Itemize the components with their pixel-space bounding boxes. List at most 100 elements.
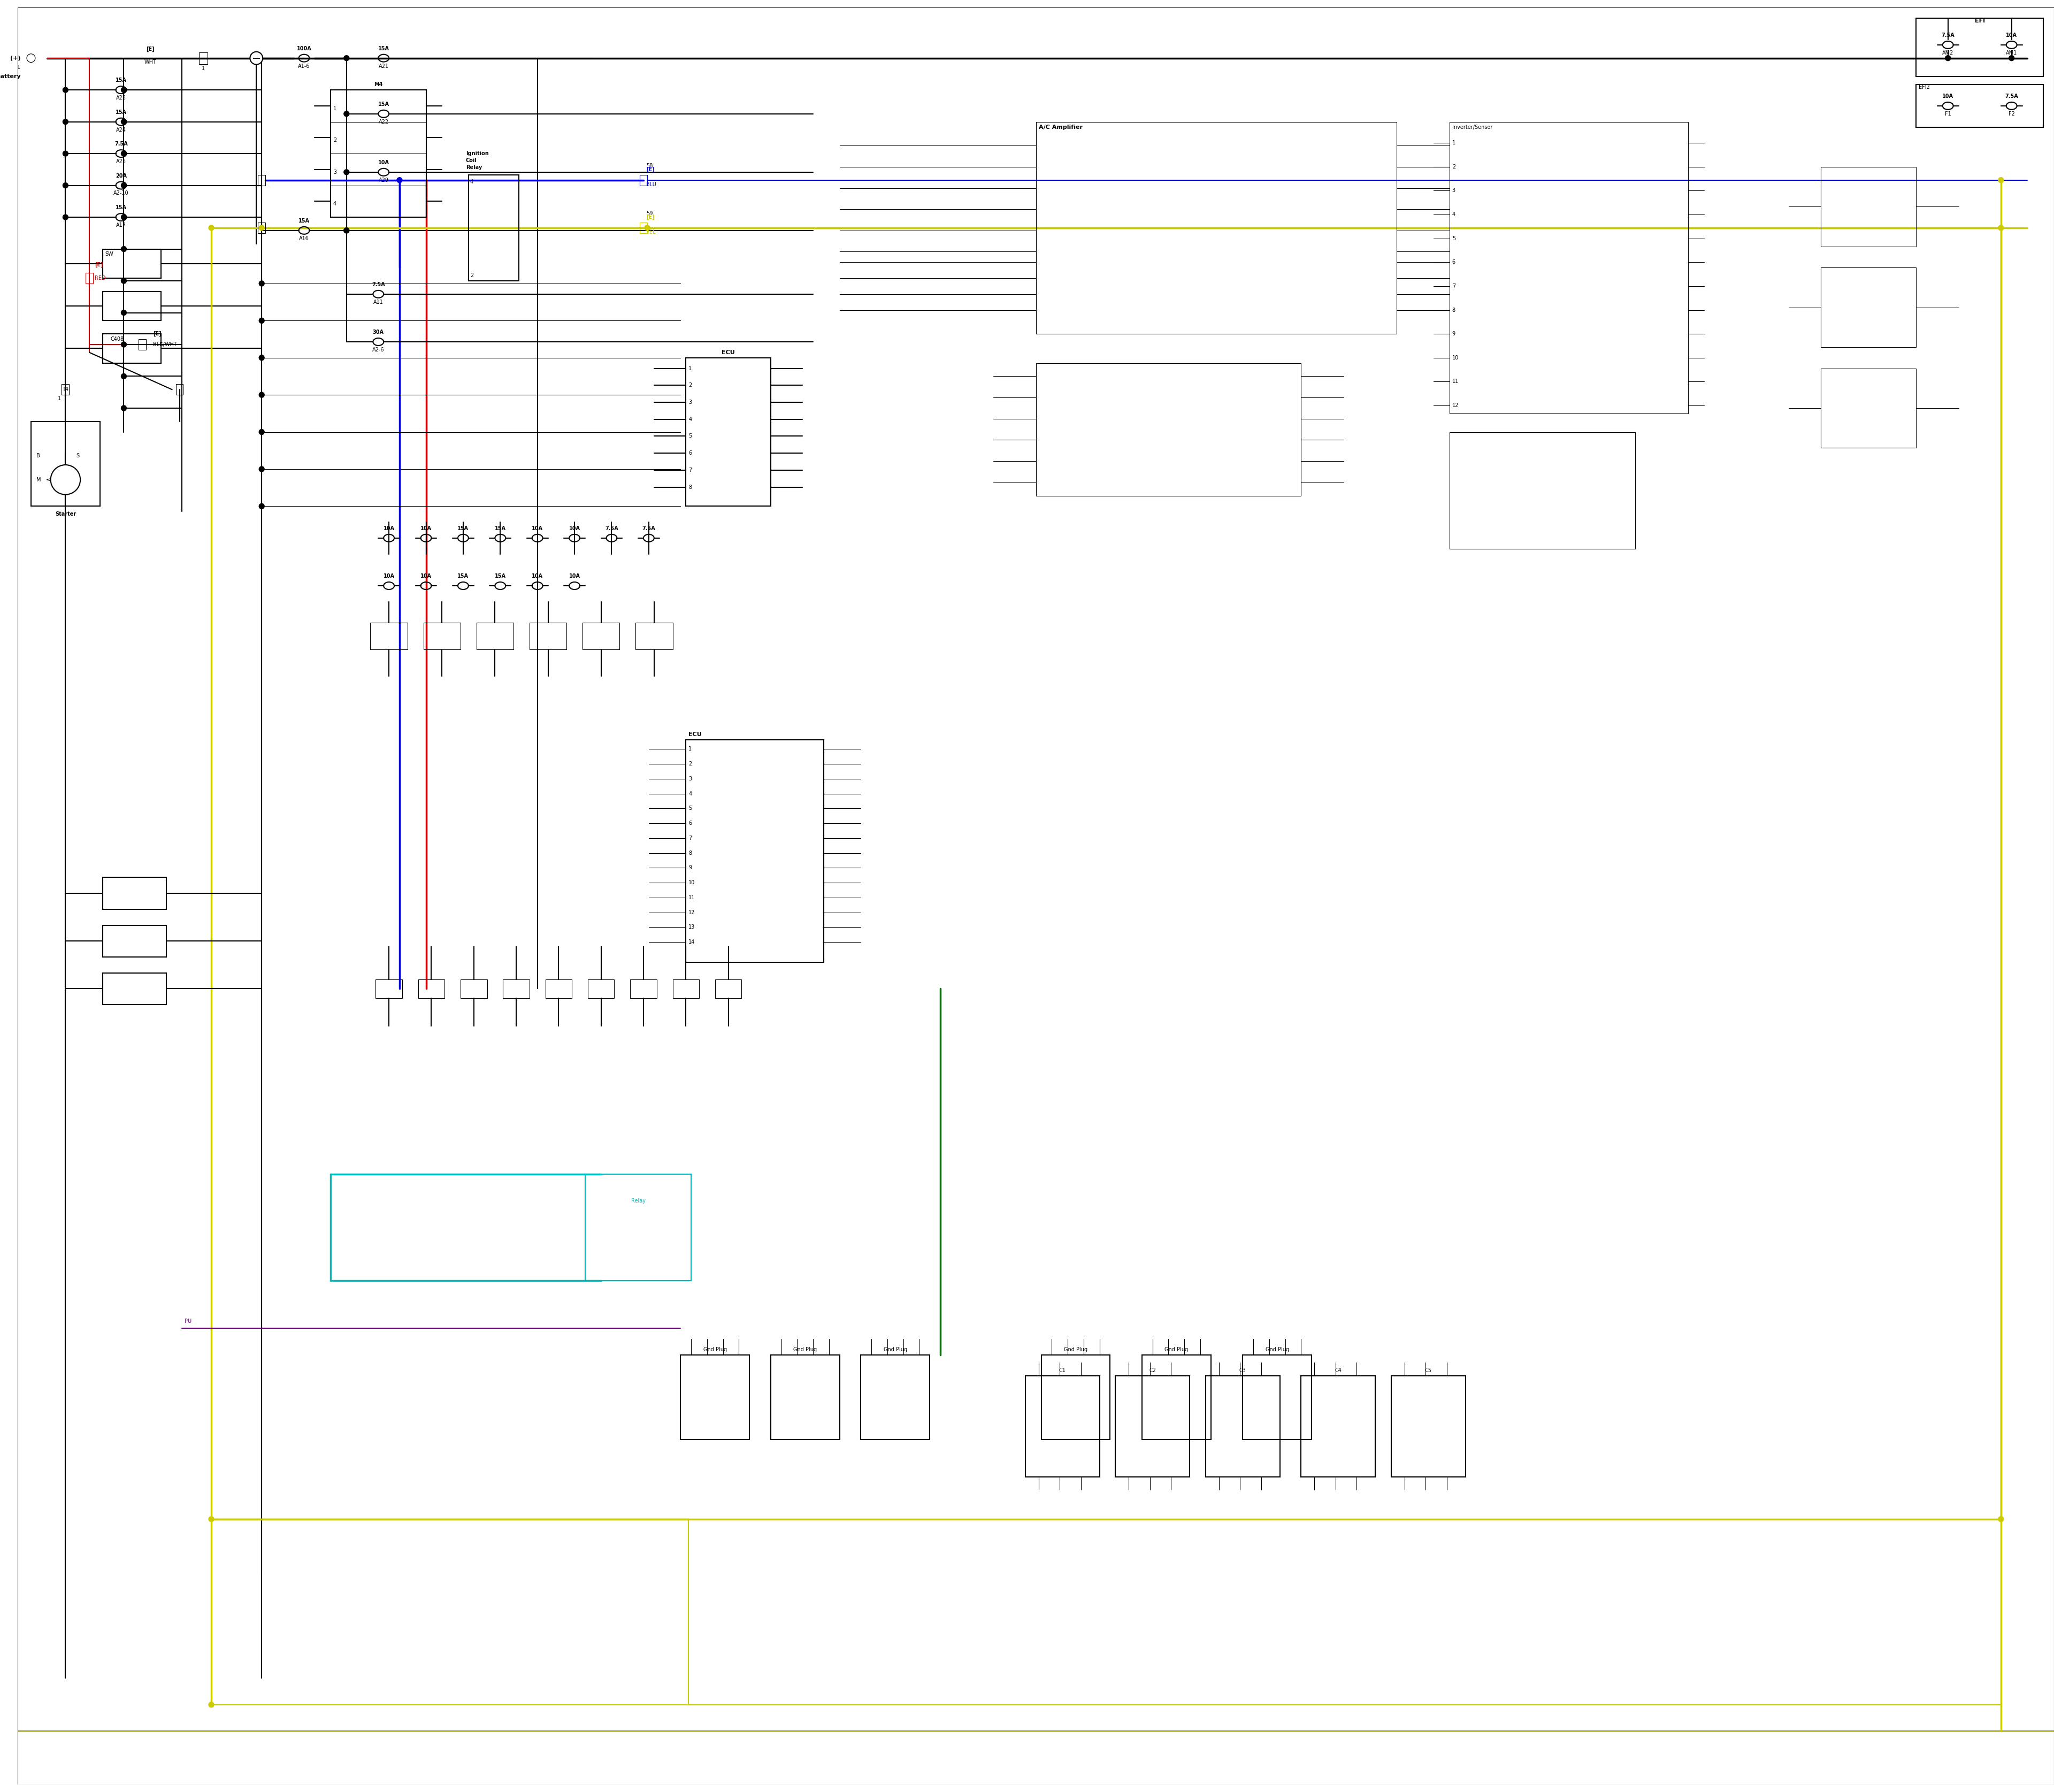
Text: C3: C3: [1239, 1367, 1247, 1373]
Text: WHT: WHT: [144, 59, 156, 65]
Circle shape: [121, 310, 127, 315]
Circle shape: [64, 183, 68, 188]
Text: A22: A22: [378, 118, 388, 124]
Text: 4: 4: [470, 179, 472, 185]
Text: 20A: 20A: [115, 174, 127, 179]
Bar: [1025, 1376, 1099, 1477]
Text: 9: 9: [1452, 332, 1456, 337]
Text: (+): (+): [10, 56, 21, 61]
Circle shape: [121, 151, 127, 156]
Text: 10A: 10A: [384, 573, 394, 579]
Bar: [1035, 364, 1300, 496]
Text: 10A: 10A: [532, 525, 542, 530]
Text: Gnd Plug: Gnd Plug: [793, 1348, 817, 1351]
Text: 6: 6: [1452, 260, 1456, 265]
Text: 6: 6: [688, 821, 692, 826]
Bar: [1916, 18, 2044, 77]
Text: 2: 2: [1452, 165, 1456, 170]
Text: 1: 1: [201, 66, 205, 72]
Text: A16: A16: [300, 237, 310, 242]
Text: A17: A17: [117, 222, 125, 228]
Text: A11: A11: [374, 299, 384, 305]
Text: 10: 10: [688, 880, 694, 885]
Text: M: M: [37, 477, 41, 482]
Bar: [770, 1355, 840, 1439]
Text: 15A: 15A: [458, 525, 468, 530]
Bar: [583, 624, 620, 649]
Text: 7.5A: 7.5A: [1941, 32, 1955, 38]
Circle shape: [396, 177, 403, 183]
Text: RED: RED: [94, 276, 105, 281]
Circle shape: [343, 228, 349, 233]
Circle shape: [343, 56, 349, 61]
Text: 15A: 15A: [458, 573, 468, 579]
Bar: [686, 358, 770, 505]
Bar: [460, 978, 487, 998]
Text: 58: 58: [647, 163, 653, 168]
Text: A2-10: A2-10: [113, 190, 129, 195]
Bar: [503, 978, 530, 998]
Text: 9: 9: [688, 866, 692, 871]
Circle shape: [27, 54, 35, 63]
Text: 4: 4: [1452, 211, 1456, 217]
Text: 2: 2: [470, 272, 472, 278]
Circle shape: [343, 228, 349, 233]
Bar: [370, 624, 407, 649]
Text: [E]: [E]: [146, 47, 154, 52]
Circle shape: [210, 1516, 214, 1521]
Text: 10A: 10A: [532, 573, 542, 579]
Text: [E]: [E]: [647, 215, 655, 220]
Text: 8: 8: [688, 851, 692, 857]
Bar: [861, 1355, 930, 1439]
Bar: [631, 978, 657, 998]
Text: 3: 3: [688, 400, 692, 405]
Text: A24: A24: [117, 127, 125, 133]
Bar: [530, 624, 567, 649]
Text: 10A: 10A: [569, 525, 579, 530]
Bar: [1300, 1376, 1376, 1477]
Circle shape: [64, 88, 68, 93]
Circle shape: [121, 215, 127, 220]
Text: Battery: Battery: [0, 73, 21, 79]
Text: 7: 7: [1452, 283, 1456, 289]
Bar: [587, 978, 614, 998]
Bar: [103, 333, 160, 364]
Bar: [715, 978, 741, 998]
Bar: [639, 176, 647, 185]
Bar: [672, 978, 698, 998]
Text: 6: 6: [688, 450, 692, 455]
Text: 12: 12: [1452, 403, 1458, 409]
Text: 15A: 15A: [495, 573, 505, 579]
Text: Gnd Plug: Gnd Plug: [1165, 1348, 1187, 1351]
Text: Gnd Plug: Gnd Plug: [702, 1348, 727, 1351]
Circle shape: [121, 183, 127, 188]
Circle shape: [259, 317, 265, 323]
Circle shape: [259, 281, 265, 287]
Text: 10A: 10A: [421, 525, 431, 530]
Bar: [199, 52, 207, 65]
Text: F2: F2: [2009, 111, 2015, 116]
Bar: [468, 176, 520, 281]
Bar: [31, 421, 101, 505]
Bar: [1820, 369, 1916, 448]
Text: 30A: 30A: [372, 330, 384, 335]
Bar: [140, 339, 146, 349]
Text: 15A: 15A: [495, 525, 505, 530]
Text: 5: 5: [1452, 237, 1456, 242]
Text: 7.5A: 7.5A: [2005, 93, 2019, 99]
Circle shape: [259, 355, 265, 360]
Text: PU: PU: [185, 1319, 191, 1324]
Circle shape: [343, 170, 349, 176]
Circle shape: [1999, 1516, 2003, 1521]
Bar: [635, 624, 672, 649]
Text: 2: 2: [688, 762, 692, 767]
Bar: [1243, 1355, 1313, 1439]
Bar: [1820, 267, 1916, 348]
Text: Inverter/Sensor: Inverter/Sensor: [1452, 124, 1493, 129]
Bar: [103, 878, 166, 909]
Circle shape: [121, 342, 127, 348]
Text: 3: 3: [1452, 188, 1456, 194]
Text: 11: 11: [688, 894, 694, 900]
Bar: [1115, 1376, 1189, 1477]
Text: 1: 1: [688, 366, 692, 371]
